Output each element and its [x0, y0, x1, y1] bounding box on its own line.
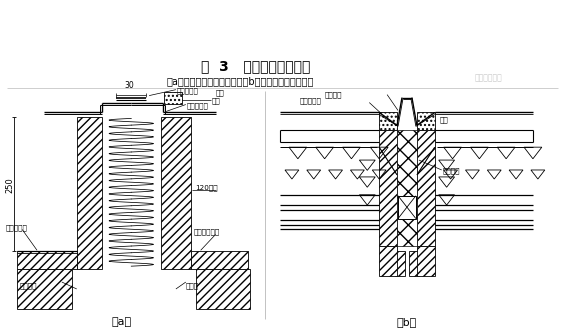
Bar: [17, 269, 72, 309]
Text: （a）柔性屋面伸缩缝构造；（b）刚性屋面伸缩缝构造: （a）柔性屋面伸缩缝构造；（b）刚性屋面伸缩缝构造: [167, 76, 314, 86]
Text: 镀锌皮: 镀锌皮: [186, 283, 199, 289]
Bar: [164, 92, 182, 104]
Text: 木条: 木条: [440, 116, 449, 123]
Bar: [409, 251, 419, 276]
Bar: [417, 246, 434, 276]
Bar: [379, 113, 397, 130]
Bar: [77, 118, 102, 269]
Bar: [395, 251, 405, 276]
Text: 120砖墙: 120砖墙: [195, 185, 218, 191]
Bar: [397, 130, 417, 246]
Text: 防腐木砖: 防腐木砖: [325, 91, 342, 98]
Text: 250: 250: [6, 177, 15, 193]
Text: 木条: 木条: [216, 89, 224, 96]
Text: 油毡防水层: 油毡防水层: [5, 224, 27, 231]
Bar: [195, 269, 250, 309]
Text: （b）: （b）: [397, 317, 417, 327]
Text: （a）: （a）: [111, 317, 132, 327]
Text: 水泥砂浆找平: 水泥砂浆找平: [194, 228, 220, 235]
Bar: [417, 130, 434, 246]
Bar: [161, 118, 191, 269]
Bar: [398, 196, 416, 218]
Text: 镀锌薄钢板: 镀锌薄钢板: [177, 87, 199, 94]
Text: 筑龙结构设计: 筑龙结构设计: [475, 73, 502, 82]
Bar: [17, 251, 77, 269]
Text: 30: 30: [124, 81, 134, 90]
Text: 木砖: 木砖: [212, 97, 220, 104]
Bar: [379, 246, 397, 276]
Bar: [379, 130, 397, 246]
Text: 图  3   屋面伸缩缝的构造: 图 3 屋面伸缩缝的构造: [201, 59, 310, 73]
Text: 弹性材料: 弹性材料: [442, 168, 460, 174]
Bar: [191, 251, 248, 269]
Text: 镀锌薄钢板: 镀锌薄钢板: [300, 97, 321, 104]
Text: 镀锌薄钢板: 镀锌薄钢板: [187, 102, 208, 109]
Bar: [417, 113, 434, 130]
Text: 沥青麻丝: 沥青麻丝: [19, 283, 37, 289]
